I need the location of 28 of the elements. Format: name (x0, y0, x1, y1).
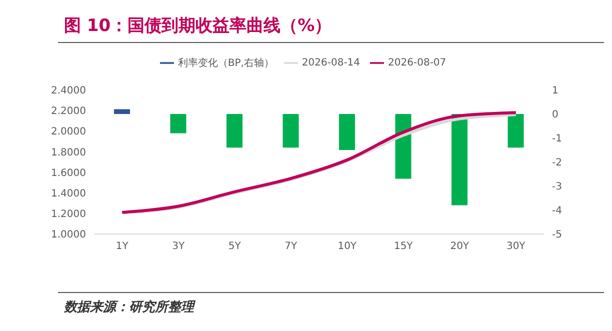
x-tick-label: 15Y (394, 241, 414, 252)
y2-tick-label: -4 (552, 206, 562, 217)
source-note: 数据来源：研究所整理 (64, 298, 194, 316)
x-tick-label: 5Y (228, 241, 242, 252)
y-tick-label: 1.4000 (51, 188, 86, 200)
legend-label: 2026-08-14 (302, 58, 360, 69)
y2-tick-label: 0 (552, 110, 558, 121)
x-tick-label: 10Y (338, 241, 358, 252)
y2-tick-label: -1 (552, 134, 562, 145)
x-tick-label: 7Y (284, 241, 298, 252)
legend-label: 2026-08-07 (388, 58, 446, 69)
y-tick-label: 1.8000 (51, 147, 86, 158)
y2-tick-label: -2 (552, 158, 562, 169)
x-tick-label: 1Y (116, 241, 130, 252)
x-tick-label: 30Y (506, 241, 526, 252)
x-tick-label: 3Y (172, 241, 186, 252)
y-tick-label: 1.0000 (51, 230, 86, 241)
y2-tick-label: -5 (552, 230, 562, 241)
y-tick-label: 2.2000 (51, 106, 86, 118)
x-tick-label: 20Y (450, 241, 470, 252)
y2-tick-label: 1 (552, 86, 558, 97)
y2-tick-label: -3 (552, 182, 562, 193)
y-tick-label: 1.6000 (51, 168, 86, 179)
y-tick-label: 2.0000 (51, 126, 86, 138)
legend-label: 利率变化（BP,右轴） (178, 58, 274, 69)
y-tick-label: 1.2000 (51, 208, 86, 220)
y-tick-label: 2.4000 (51, 86, 86, 97)
chart-title: 图 10：国债到期收益率曲线（%） (64, 15, 332, 37)
